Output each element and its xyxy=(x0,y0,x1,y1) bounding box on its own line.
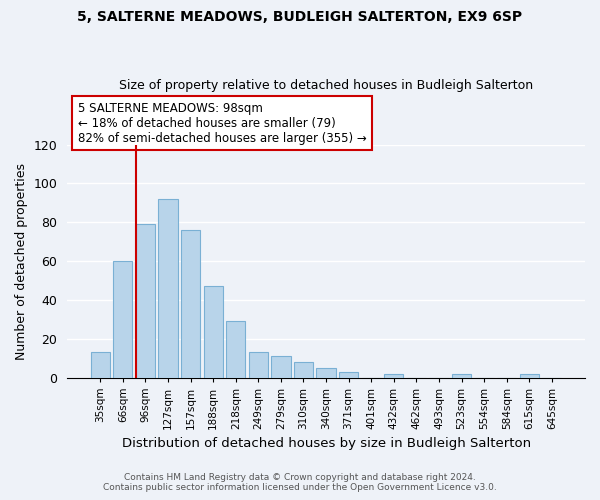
Bar xyxy=(271,356,290,378)
Bar xyxy=(91,352,110,378)
X-axis label: Distribution of detached houses by size in Budleigh Salterton: Distribution of detached houses by size … xyxy=(122,437,530,450)
Text: 5 SALTERNE MEADOWS: 98sqm
← 18% of detached houses are smaller (79)
82% of semi-: 5 SALTERNE MEADOWS: 98sqm ← 18% of detac… xyxy=(77,102,366,144)
Bar xyxy=(294,362,313,378)
Bar xyxy=(203,286,223,378)
Text: Contains HM Land Registry data © Crown copyright and database right 2024.
Contai: Contains HM Land Registry data © Crown c… xyxy=(103,473,497,492)
Bar xyxy=(384,374,403,378)
Text: 5, SALTERNE MEADOWS, BUDLEIGH SALTERTON, EX9 6SP: 5, SALTERNE MEADOWS, BUDLEIGH SALTERTON,… xyxy=(77,10,523,24)
Title: Size of property relative to detached houses in Budleigh Salterton: Size of property relative to detached ho… xyxy=(119,79,533,92)
Bar xyxy=(181,230,200,378)
Bar xyxy=(452,374,471,378)
Bar xyxy=(520,374,539,378)
Bar xyxy=(316,368,335,378)
Bar xyxy=(136,224,155,378)
Y-axis label: Number of detached properties: Number of detached properties xyxy=(15,162,28,360)
Bar xyxy=(249,352,268,378)
Bar xyxy=(226,321,245,378)
Bar xyxy=(113,261,133,378)
Bar xyxy=(339,372,358,378)
Bar xyxy=(158,199,178,378)
